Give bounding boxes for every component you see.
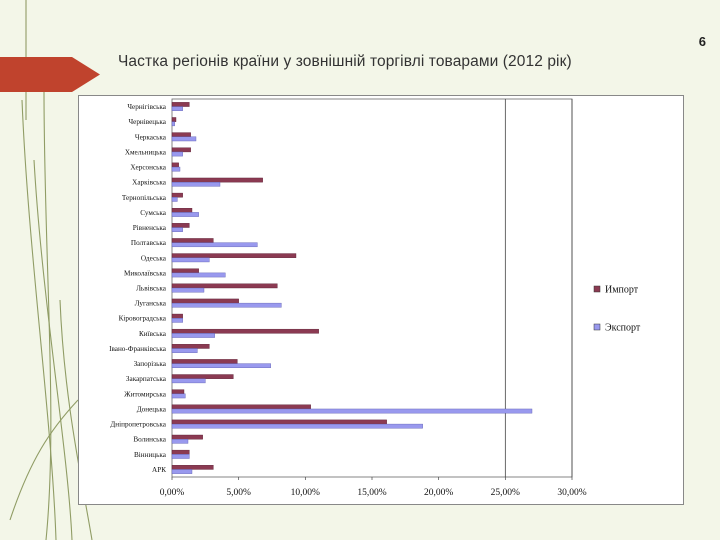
y-tick-label: Сумська	[140, 209, 167, 217]
y-tick-label: Кіровоградська	[119, 315, 167, 323]
bar-import	[171, 359, 238, 364]
bar-import	[171, 465, 214, 470]
bar-import	[171, 298, 239, 304]
x-tick-label: 5,00%	[226, 488, 251, 498]
bar-export	[171, 348, 198, 353]
bar-import	[171, 223, 190, 228]
bar-export	[171, 363, 271, 369]
y-tick-label: Миколаївська	[124, 269, 167, 277]
bar-import	[171, 268, 199, 274]
x-tick-label: 15,00%	[357, 488, 386, 498]
x-tick-label: 10,00%	[291, 488, 320, 498]
y-tick-label: Житомирська	[124, 390, 167, 398]
bar-export	[171, 121, 175, 127]
bar-import	[171, 132, 191, 137]
bar-export	[171, 181, 221, 187]
y-tick-label: АРК	[152, 466, 166, 474]
bar-export	[171, 378, 206, 384]
y-tick-label: Волинська	[133, 436, 166, 444]
y-tick-label: Донецька	[137, 405, 167, 413]
page-number: 6	[698, 34, 706, 49]
bar-export	[171, 242, 258, 248]
bar-import	[171, 207, 193, 213]
bar-export	[171, 151, 183, 157]
x-tick-label: 30,00%	[557, 488, 586, 498]
y-tick-label: Полтавська	[131, 239, 167, 247]
x-tick-label: 25,00%	[491, 488, 520, 498]
bar-import	[171, 344, 210, 349]
y-tick-label: Вінницька	[134, 451, 167, 459]
y-tick-label: Херсонська	[130, 164, 166, 172]
bar-import	[171, 419, 387, 425]
y-tick-label: Хмельницька	[125, 148, 167, 156]
bar-export	[171, 439, 189, 444]
y-tick-label: Закарпатська	[126, 375, 167, 383]
bar-export	[171, 197, 178, 202]
legend-label-import: Импорт	[605, 285, 639, 296]
bar-import	[171, 283, 278, 289]
x-tick-label: 0,00%	[160, 488, 185, 498]
bar-export	[171, 136, 197, 142]
bar-export	[171, 272, 226, 278]
bar-import	[171, 328, 319, 334]
y-tick-label: Чернігівська	[127, 103, 166, 111]
bar-export	[171, 393, 186, 399]
y-tick-label: Тернопільська	[122, 194, 167, 202]
bar-import	[171, 147, 191, 153]
bar-export	[171, 469, 193, 474]
bar-import	[171, 102, 190, 107]
bar-export	[171, 423, 423, 429]
bar-export	[171, 333, 215, 338]
bar-import	[171, 192, 183, 198]
bar-import	[171, 238, 214, 243]
bar-import	[171, 253, 297, 258]
y-tick-label: Львівська	[136, 285, 167, 293]
y-tick-label: Київська	[139, 330, 167, 338]
y-tick-label: Черкаська	[135, 133, 167, 141]
bar-import	[171, 374, 234, 379]
bar-export	[171, 106, 183, 111]
bar-export	[171, 454, 190, 459]
y-tick-label: Харківська	[132, 179, 167, 187]
bar-import	[171, 434, 203, 440]
y-tick-label: Чернівецька	[128, 118, 166, 126]
bar-export	[171, 408, 533, 414]
bar-import	[171, 117, 177, 122]
y-tick-label: Одеська	[141, 254, 167, 262]
bar-import	[171, 389, 185, 395]
y-tick-label: Луганська	[135, 300, 167, 308]
legend-swatch-export	[593, 323, 601, 331]
bar-export	[171, 287, 205, 293]
bar-import	[171, 177, 263, 183]
slide-title: Частка регіонів країни у зовнішній торгі…	[118, 53, 572, 70]
bar-import	[171, 162, 179, 168]
legend-label-export: Экспорт	[605, 323, 641, 334]
y-tick-label: Дніпропетровська	[110, 421, 166, 429]
y-tick-label: Івано-Франківська	[109, 345, 167, 353]
bar-export	[171, 302, 282, 308]
bar-import	[171, 449, 190, 455]
bar-import	[171, 313, 183, 319]
legend-swatch-import	[593, 285, 601, 293]
bar-export	[171, 227, 183, 232]
bar-chart: Чернігівська Чернівецька Черкаська Хмельниц…	[109, 98, 641, 498]
y-tick-label: Рівненська	[133, 224, 167, 232]
x-tick-label: 20,00%	[424, 488, 453, 498]
bar-export	[171, 318, 183, 323]
bar-import	[171, 404, 311, 410]
bar-export	[171, 257, 210, 263]
bar-export	[171, 212, 199, 217]
y-tick-label: Запорізька	[134, 360, 167, 368]
bar-export	[171, 166, 181, 172]
